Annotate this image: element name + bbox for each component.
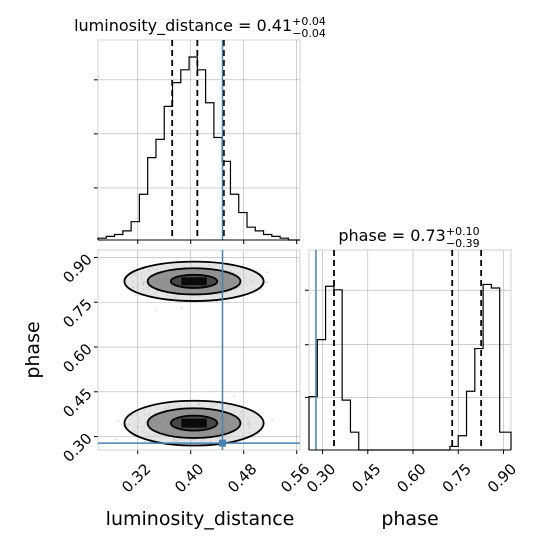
density-core [181,418,207,428]
xlabel-phase: phase [381,508,438,530]
scatter-point [266,271,269,273]
xlabel-luminosity-distance: luminosity_distance [106,508,295,530]
title-ld-text: luminosity_distance [74,16,233,36]
y-tick-label: 0.75 [59,295,95,331]
x-tick-label: 0.30 [303,460,339,496]
x-tick-label: 0.60 [393,460,429,496]
y-tick-label: 0.60 [59,340,95,376]
y-tick-label: 0.30 [59,429,95,465]
title-phase-median: 0.73 [410,226,446,245]
ylabel-phase: phase [22,321,44,378]
x-tick-label: 0.90 [484,460,520,496]
scatter-point [117,420,119,423]
title-phase-plus: +0.10 [446,225,480,238]
x-tick-label: 0.40 [171,460,207,496]
hist-ld-steps [97,56,300,241]
title-ld-plus: +0.04 [292,15,326,28]
y-tick-label: 0.45 [59,385,95,421]
x-tick-label: 0.75 [439,460,475,496]
scatter-point [143,440,146,443]
scatter-point [266,281,268,284]
scatter-point [261,288,263,291]
hist-luminosity-distance-panel [94,39,301,244]
scatter-point [180,307,183,309]
x-tick-label: 0.32 [118,460,154,496]
x-tick-label: 0.45 [348,460,384,496]
scatter-point [155,309,158,312]
x-tick-label: 0.48 [224,460,260,496]
title-phase-minus: −0.39 [446,237,480,250]
joint-density-panel: 0.32 0.40 0.48 0.560.300.450.600.750.90 [59,249,313,496]
scatter-point [271,418,273,421]
scatter-point [226,301,229,303]
title-phase-text: phase [338,226,386,245]
joint-frame [97,249,301,451]
title-luminosity-distance: luminosity_distance = 0.41+0.04 −0.04 [74,15,326,40]
truth-marker [219,439,227,447]
scatter-point [264,281,266,284]
title-ld-median: 0.41 [257,16,293,35]
title-phase: phase = 0.73+0.10 −0.39 [338,225,479,250]
y-tick-label: 0.90 [59,250,95,286]
title-ld-minus: −0.04 [292,27,326,40]
scatter-point [233,395,236,398]
density-core [181,277,207,286]
scatter-point [114,438,117,441]
hist-phase-panel: 0.30 0.45 0.60 0.75 0.90 [303,249,520,496]
